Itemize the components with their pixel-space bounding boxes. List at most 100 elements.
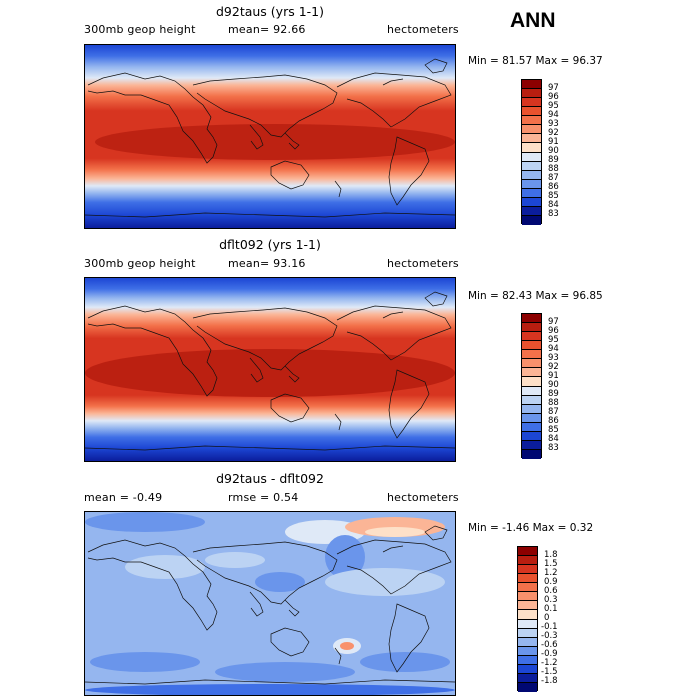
colorbar-swatch [522,332,541,342]
colorbar-tick-label: 94 [548,109,559,120]
colorbar-swatch [522,107,541,117]
colorbar-swatch [522,377,541,387]
panel-1-map [84,44,456,229]
colorbar-tick-label: 97 [548,82,559,93]
colorbar-tick-label: 93 [548,352,559,363]
panel-1-variable-label: 300mb geop height [84,23,196,36]
colorbar-tick-label: 85 [548,191,559,202]
colorbar-tick-label: -1.2 [541,658,558,669]
panel-1-units: hectometers [387,23,459,36]
panel-1-colorbar-labels: 97 96 95 94 93 92 91 90 89 88 87 86 85 84 83 [548,79,588,224]
colorbar-swatch [522,143,541,153]
panel-3-rmse: rmse = 0.54 [228,491,299,504]
panel-3-colorbar-labels: 1.8 1.5 1.2 0.9 0.6 0.3 0.1 0 -0.1 -0.3 -0.6 -0.9 -1… [541,546,584,691]
colorbar-swatch [522,404,541,414]
colorbar-tick-label: -0.6 [541,640,558,651]
colorbar-tick-label: 84 [548,434,559,445]
colorbar-swatch [518,637,537,647]
colorbar-swatch [518,565,537,575]
panel-1-minmax: Min = 81.57 Max = 96.37 [468,55,603,67]
colorbar-tick-label: 86 [548,416,559,427]
colorbar-swatch [518,547,537,557]
panel-2-units: hectometers [387,257,459,270]
colorbar-tick-label: 88 [548,164,559,175]
colorbar-swatch [518,556,537,566]
panel-3-colorbar [517,546,538,692]
colorbar-tick-label: -0.1 [541,622,558,633]
colorbar-tick-label: -0.3 [541,631,558,642]
colorbar-swatch [518,673,537,683]
colorbar-tick-label: 93 [548,118,559,129]
colorbar-tick-label: 91 [548,136,559,147]
colorbar-swatch [522,80,541,90]
panel-3-title: d92taus - dflt092 [216,471,324,486]
colorbar-swatch [522,188,541,198]
panel-1-mean: mean= 92.66 [228,23,306,36]
panel-2-map [84,277,456,462]
colorbar-swatch [522,386,541,396]
panel-2-minmax: Min = 82.43 Max = 96.85 [468,290,603,302]
colorbar-tick-label: 1.5 [544,558,558,569]
colorbar-tick-label: 90 [548,146,559,156]
colorbar-swatch [522,134,541,144]
colorbar-swatch [522,449,541,459]
colorbar-tick-label: 88 [548,398,559,409]
colorbar-swatch [518,682,537,692]
colorbar-tick-label: 97 [548,316,559,327]
colorbar-swatch [518,655,537,665]
colorbar-tick-label: 84 [548,200,559,211]
colorbar-swatch [518,664,537,674]
colorbar-swatch [522,116,541,126]
panel-3-map [84,511,456,696]
colorbar-swatch [522,368,541,378]
colorbar-tick-label: 0.9 [544,576,558,587]
colorbar-tick-label: -1.5 [541,667,558,678]
colorbar-swatch [522,440,541,450]
colorbar-tick-label: 94 [548,343,559,354]
colorbar-swatch [518,574,537,584]
colorbar-tick-label: 87 [548,173,559,184]
colorbar-tick-label: 89 [548,389,559,400]
colorbar-tick-label: 87 [548,407,559,418]
colorbar-swatch [522,98,541,108]
colorbar-tick-label: 86 [548,182,559,193]
colorbar-swatch [522,350,541,360]
colorbar-swatch [522,206,541,216]
panel-2-mean: mean= 93.16 [228,257,306,270]
colorbar-tick-label: 83 [548,443,559,454]
panel-2-colorbar [521,313,542,459]
panel-3-mean: mean = -0.49 [84,491,163,504]
colorbar-swatch [522,359,541,369]
colorbar-tick-label: 89 [548,155,559,166]
colorbar-swatch [518,610,537,620]
colorbar-tick-label: 96 [548,91,559,102]
colorbar-tick-label: 95 [548,334,559,345]
colorbar-swatch [522,395,541,405]
colorbar-tick-label: 92 [548,361,559,372]
colorbar-swatch [522,89,541,99]
colorbar-tick-label: 0 [544,613,550,623]
colorbar-swatch [518,592,537,602]
colorbar-swatch [522,125,541,135]
colorbar-tick-label: 96 [548,325,559,336]
colorbar-tick-label: -0.9 [541,649,558,660]
colorbar-tick-label: 1.8 [544,549,558,560]
colorbar-tick-label: 0.3 [544,594,558,605]
colorbar-swatch [522,314,541,324]
colorbar-tick-label: 92 [548,127,559,138]
season-label: ANN [510,9,556,32]
colorbar-tick-label: 95 [548,100,559,111]
colorbar-swatch [518,628,537,638]
colorbar-swatch [522,179,541,189]
colorbar-tick-label: 85 [548,425,559,436]
colorbar-tick-label: 83 [548,209,559,220]
colorbar-tick-label: 1.2 [544,567,558,578]
colorbar-swatch [522,215,541,225]
panel-1-colorbar [521,79,542,225]
panel-2-title: dflt092 (yrs 1-1) [219,237,321,252]
panel-2-variable-label: 300mb geop height [84,257,196,270]
panel-1-title: d92taus (yrs 1-1) [215,4,324,19]
colorbar-swatch [522,152,541,162]
colorbar-swatch [518,583,537,593]
colorbar-swatch [522,323,541,333]
